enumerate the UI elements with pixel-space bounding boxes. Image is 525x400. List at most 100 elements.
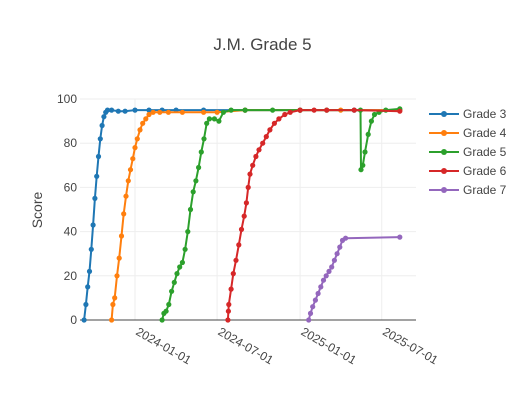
- legend-marker: [441, 168, 447, 174]
- data-point: [121, 211, 127, 217]
- legend-label: Grade 7: [463, 183, 507, 197]
- data-point: [245, 184, 251, 190]
- data-point: [137, 127, 143, 133]
- data-point: [371, 111, 378, 118]
- data-point: [271, 120, 277, 126]
- legend-item[interactable]: Grade 6: [429, 164, 507, 178]
- data-point: [256, 147, 262, 153]
- data-point: [310, 304, 316, 310]
- data-point: [329, 264, 335, 270]
- legend-marker: [441, 130, 447, 136]
- data-point: [358, 167, 364, 173]
- data-point: [94, 173, 100, 179]
- data-point: [177, 264, 183, 270]
- data-point: [83, 301, 89, 308]
- data-point: [236, 242, 242, 248]
- data-point: [125, 178, 131, 184]
- data-point: [146, 111, 152, 118]
- legend-label: Grade 5: [463, 145, 507, 159]
- data-point: [92, 195, 98, 201]
- data-point: [104, 107, 111, 113]
- data-point: [163, 308, 169, 314]
- data-point: [179, 259, 185, 266]
- legend-label: Grade 3: [463, 107, 507, 121]
- data-point: [114, 273, 120, 279]
- data-point: [157, 109, 163, 115]
- legend-label: Grade 6: [463, 164, 507, 178]
- data-point: [230, 271, 236, 277]
- data-point: [169, 288, 175, 294]
- x-tick-label: 2025-07-01: [380, 324, 440, 367]
- x-tick-label: 2025-01-01: [299, 324, 359, 367]
- legend-item[interactable]: Grade 5: [429, 145, 507, 159]
- data-point: [397, 234, 403, 240]
- data-point: [116, 255, 122, 261]
- data-point: [243, 200, 249, 206]
- data-point: [311, 107, 317, 113]
- data-point: [318, 284, 324, 290]
- series-line: [226, 109, 400, 321]
- series-grade-5: [159, 106, 403, 323]
- data-point: [365, 131, 371, 137]
- data-point: [282, 111, 288, 118]
- legend-item[interactable]: Grade 7: [429, 183, 507, 197]
- data-point: [267, 127, 273, 133]
- y-axis-label: Score: [29, 192, 45, 229]
- data-point: [225, 308, 231, 314]
- data-point: [130, 156, 136, 162]
- data-point: [109, 107, 115, 113]
- series-grade-7: [306, 234, 403, 323]
- series-grade-6: [225, 107, 403, 323]
- grid: [80, 98, 416, 320]
- data-point: [182, 246, 188, 252]
- data-point: [368, 118, 374, 124]
- data-point: [150, 109, 156, 115]
- data-point: [216, 118, 222, 124]
- data-point: [238, 226, 245, 232]
- data-point: [109, 317, 115, 323]
- data-point: [242, 107, 248, 113]
- data-point: [226, 301, 232, 308]
- legend-item[interactable]: Grade 3: [429, 107, 507, 121]
- data-point: [253, 153, 259, 160]
- legend-marker: [441, 149, 447, 155]
- data-point: [99, 122, 105, 129]
- data-point: [214, 109, 220, 115]
- data-point: [312, 297, 318, 303]
- data-point: [362, 149, 368, 155]
- data-point: [360, 162, 366, 168]
- data-point: [127, 167, 134, 173]
- data-point: [326, 268, 332, 274]
- data-point: [190, 189, 196, 195]
- data-point: [88, 246, 94, 252]
- data-point: [250, 162, 256, 168]
- data-point: [307, 310, 314, 316]
- series: [81, 106, 403, 323]
- legend-item[interactable]: Grade 4: [429, 126, 507, 140]
- chart-title: J.M. Grade 5: [213, 35, 311, 54]
- data-point: [143, 116, 149, 122]
- data-point: [110, 301, 116, 308]
- data-point: [185, 229, 191, 235]
- data-point: [122, 108, 128, 114]
- series-grade-4: [109, 107, 403, 323]
- data-point: [263, 134, 269, 140]
- data-point: [270, 107, 276, 113]
- data-point: [187, 206, 194, 213]
- data-point: [196, 164, 202, 171]
- data-point: [101, 114, 107, 120]
- data-point: [166, 301, 172, 308]
- series-grade-3: [81, 107, 403, 323]
- data-point: [132, 145, 138, 151]
- y-tick-labels: 0 20 40 60 80 100: [57, 92, 77, 327]
- data-point: [206, 116, 212, 122]
- data-point: [306, 317, 312, 323]
- data-point: [134, 136, 140, 142]
- y-tick-label: 0: [70, 313, 77, 327]
- legend: Grade 3 Grade 4 Grade 5 Grade 6 Grade 7: [429, 107, 507, 197]
- data-point: [97, 136, 103, 142]
- data-point: [287, 109, 293, 115]
- data-point: [198, 149, 204, 155]
- y-tick-label: 60: [64, 180, 78, 194]
